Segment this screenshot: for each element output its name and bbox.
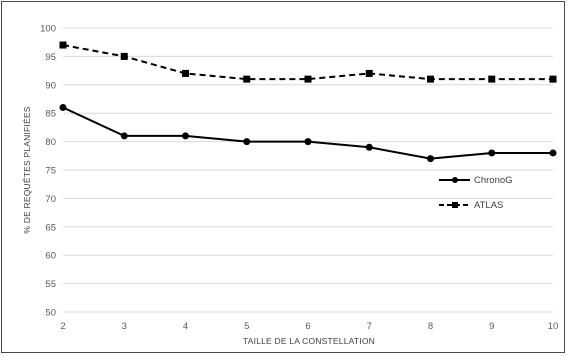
point-atlas: [120, 52, 128, 60]
point-atlas: [488, 75, 496, 83]
y-tick-label: 100: [40, 24, 56, 35]
x-tick-label: 10: [548, 321, 559, 332]
legend-label-chronog: ChronoG: [474, 175, 513, 186]
y-tick-label: 85: [45, 109, 56, 120]
x-axis-title: TAILLE DE LA CONSTELLATION: [243, 336, 375, 346]
y-tick-label: 60: [45, 251, 56, 262]
y-tick-label: 80: [45, 137, 56, 148]
x-tick-label: 5: [244, 321, 249, 332]
point-chronog: [304, 138, 312, 146]
point-atlas: [304, 75, 312, 83]
x-tick-label: 7: [367, 321, 372, 332]
point-chronog: [365, 143, 373, 151]
point-chronog: [549, 149, 557, 157]
point-chronog: [427, 155, 434, 163]
legend-entry-atlas: ATLAS: [439, 200, 503, 211]
x-tick-label: 9: [489, 321, 494, 332]
x-tick-label: 6: [305, 321, 310, 332]
legend-label-atlas: ATLAS: [474, 200, 503, 211]
gridlines: [63, 27, 553, 313]
point-chronog: [243, 138, 251, 146]
x-tick-label: 4: [183, 321, 188, 332]
legend: ChronoG ATLAS: [439, 175, 513, 211]
series-line-atlas: [62, 44, 553, 81]
point-atlas: [243, 75, 251, 83]
y-tick-label: 70: [45, 194, 56, 205]
point-atlas: [182, 69, 189, 77]
y-axis-title: % DE REQUÊTES PLANIFIÉES: [22, 106, 32, 233]
point-atlas: [549, 75, 557, 83]
legend-entry-chronog: ChronoG: [439, 175, 513, 186]
y-tick-label: 95: [45, 52, 56, 63]
x-axis-ticks: 2 3 4 5 6 7 8 9 10: [60, 321, 558, 332]
series-line-chronog: [62, 106, 553, 160]
x-tick-label: 8: [428, 321, 433, 332]
legend-marker-atlas: [452, 202, 458, 208]
point-chronog: [182, 132, 189, 140]
y-tick-label: 90: [45, 80, 56, 91]
point-atlas: [427, 75, 434, 83]
y-tick-label: 55: [45, 279, 56, 290]
y-axis-ticks: 50 55 60 65 70 75 80 85 90 95 100: [40, 24, 56, 319]
x-tick-label: 2: [60, 321, 65, 332]
legend-marker-chronog: [452, 177, 458, 183]
point-atlas: [365, 69, 373, 77]
y-tick-label: 75: [45, 166, 56, 177]
point-chronog: [59, 104, 67, 112]
series-group: [59, 41, 557, 163]
y-tick-label: 65: [45, 222, 56, 233]
point-atlas: [59, 41, 67, 49]
point-chronog: [488, 149, 496, 157]
y-tick-label: 50: [45, 308, 56, 319]
point-chronog: [120, 132, 128, 140]
x-tick-label: 3: [122, 321, 127, 332]
